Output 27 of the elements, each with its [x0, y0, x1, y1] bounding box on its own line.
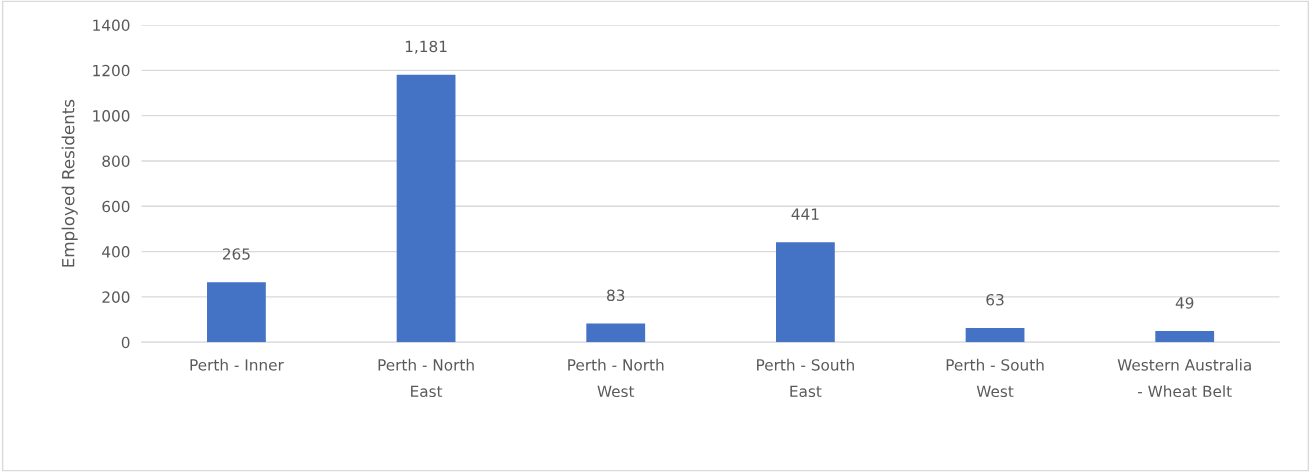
data-label: 265 — [222, 248, 250, 260]
y-tick-label: 1400 — [93, 19, 130, 32]
data-label: 1,181 — [405, 40, 447, 54]
x-tick-label: Perth - North East — [378, 358, 474, 398]
x-tick-label: Perth - Inner — [190, 358, 284, 371]
bar — [1155, 331, 1215, 343]
data-label: 49 — [1175, 297, 1194, 309]
data-label: 63 — [986, 293, 1004, 306]
x-tick-label: Perth - South West — [946, 358, 1044, 398]
y-tick-label: 1000 — [93, 110, 130, 122]
y-tick-label: 800 — [102, 155, 130, 167]
bar — [586, 323, 646, 343]
x-tick-label: Perth - North West — [568, 358, 664, 398]
y-tick-label: 400 — [102, 246, 130, 258]
data-label: 83 — [607, 289, 625, 301]
bar — [775, 242, 835, 343]
y-tick-label: 0 — [121, 336, 130, 349]
bar — [965, 327, 1025, 343]
x-tick-label: Perth - South East — [757, 358, 854, 398]
x-tick-label: Western Australia - Wheat Belt — [1117, 358, 1251, 398]
data-label: 441 — [791, 208, 819, 220]
bar — [396, 74, 456, 343]
y-tick-label: 200 — [102, 291, 130, 303]
y-axis-title: Employed Residents — [61, 99, 78, 267]
y-tick-label: 1200 — [93, 64, 130, 77]
y-tick-label: 600 — [102, 200, 130, 213]
bar — [207, 282, 266, 343]
